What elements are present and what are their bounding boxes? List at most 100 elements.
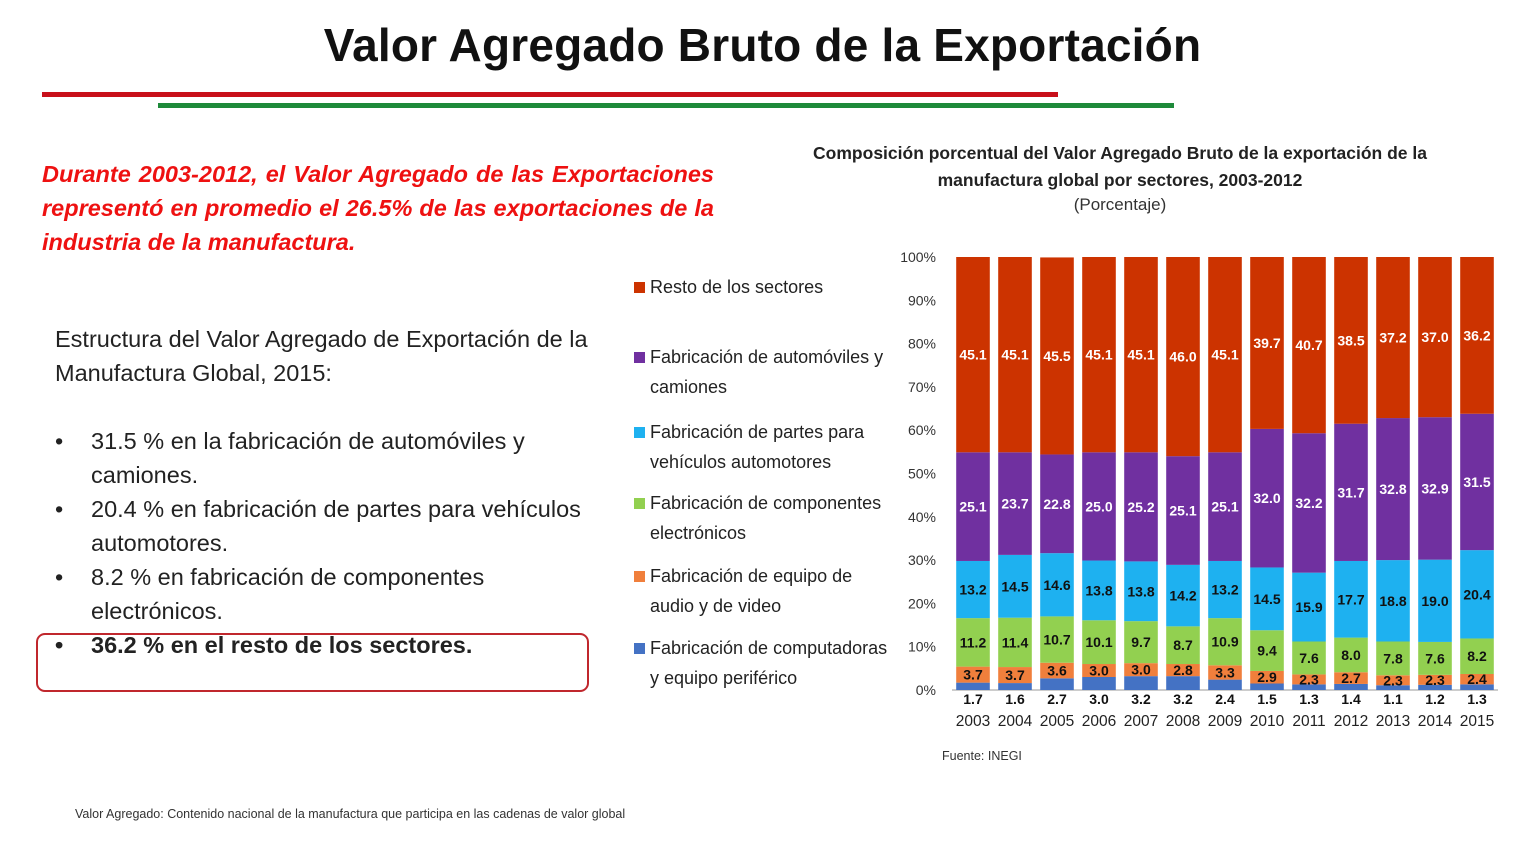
bar-segment	[1376, 257, 1410, 419]
bar-segment	[1082, 560, 1116, 621]
bar-segment	[1082, 620, 1116, 665]
data-label: 23.7	[1001, 496, 1028, 512]
data-label: 25.2	[1127, 499, 1154, 515]
data-label: 32.2	[1295, 495, 1322, 511]
bar-segment	[998, 452, 1032, 555]
data-label: 46.0	[1169, 349, 1196, 365]
y-tick-label: 10%	[908, 639, 936, 655]
data-label: 14.5	[1001, 578, 1028, 594]
data-label: 32.8	[1379, 481, 1406, 497]
legend-label: Fabricación de equipo de audio y de vide…	[650, 566, 853, 616]
bullet-item-partes: • 20.4 % en fabricación de partes para ve…	[55, 492, 595, 560]
footnote: Valor Agregado: Contenido nacional de la…	[75, 807, 626, 821]
data-label: 3.0	[1089, 663, 1109, 679]
data-label: 3.6	[1047, 663, 1067, 679]
bar-segment	[1460, 673, 1494, 685]
bar-segment	[1460, 413, 1494, 551]
bar-segment	[1376, 685, 1410, 690]
data-label: 1.3	[1299, 691, 1319, 707]
data-label: 8.0	[1341, 647, 1361, 663]
data-label: 3.2	[1173, 691, 1193, 707]
data-label: 38.5	[1337, 332, 1364, 348]
y-tick-label: 40%	[908, 509, 936, 525]
data-label: 37.2	[1379, 330, 1406, 346]
bar-segment	[1250, 257, 1284, 429]
bar-segment	[1334, 672, 1368, 684]
legend-label: Fabricación de partes para vehículos aut…	[650, 422, 865, 472]
bar-segment	[1418, 417, 1452, 560]
bar-segment	[1124, 257, 1158, 453]
bar-segment	[1376, 560, 1410, 642]
highlight-box	[36, 633, 589, 692]
bar-segment	[1082, 257, 1116, 453]
data-label: 37.0	[1421, 329, 1448, 345]
bullet-text: 31.5 % en la fabricación de automóviles …	[91, 428, 525, 488]
data-label: 14.2	[1169, 588, 1196, 604]
y-tick-label: 80%	[908, 336, 936, 352]
data-label: 45.5	[1043, 348, 1070, 364]
x-tick-label: 2008	[1166, 713, 1200, 730]
legend-item: Fabricación de componentes electrónicos	[630, 488, 895, 548]
bar-segment	[1208, 560, 1242, 619]
x-tick-label: 2007	[1124, 713, 1158, 730]
bar-segment	[1166, 664, 1200, 677]
bar-segment	[1334, 423, 1368, 561]
data-label: 39.7	[1253, 335, 1280, 351]
bar-segment	[1040, 616, 1074, 663]
bullet-dot: •	[55, 496, 64, 522]
data-label: 25.0	[1085, 498, 1112, 514]
bar-segment	[1292, 257, 1326, 434]
y-tick-label: 20%	[908, 595, 936, 611]
data-label: 7.8	[1383, 650, 1403, 666]
legend-swatch	[634, 643, 645, 654]
bar-segment	[1208, 618, 1242, 666]
data-label: 31.7	[1337, 484, 1364, 500]
structure-heading: Estructura del Valor Agregado de Exporta…	[55, 326, 588, 386]
data-label: 15.9	[1295, 599, 1322, 615]
data-label: 2.7	[1047, 691, 1067, 707]
bar-segment	[1460, 684, 1494, 690]
legend-swatch	[634, 352, 645, 363]
bar-segment	[998, 617, 1032, 668]
x-tick-label: 2003	[956, 713, 990, 730]
title-underline-green	[158, 103, 1174, 108]
data-label: 3.0	[1131, 662, 1151, 678]
data-label: 1.6	[1005, 691, 1025, 707]
y-tick-label: 60%	[908, 422, 936, 438]
data-label: 3.7	[963, 667, 983, 683]
bar-segment	[998, 257, 1032, 453]
bullet-dot: •	[55, 428, 64, 454]
bullet-dot: •	[55, 564, 64, 590]
data-label: 9.7	[1131, 634, 1151, 650]
data-label: 20.4	[1463, 586, 1490, 602]
data-label: 1.2	[1425, 691, 1445, 707]
data-label: 25.1	[959, 499, 986, 515]
x-tick-label: 2012	[1334, 713, 1368, 730]
bar-segment	[1082, 452, 1116, 561]
data-label: 14.6	[1043, 577, 1070, 593]
bar-segment	[1334, 683, 1368, 690]
data-label: 1.7	[963, 691, 983, 707]
bar-segment	[1166, 626, 1200, 665]
data-label: 2.3	[1425, 672, 1445, 688]
y-tick-label: 30%	[908, 552, 936, 568]
bullet-text: 8.2 % en fabricación de componentes elec…	[91, 564, 485, 624]
bar-segment	[956, 452, 990, 561]
legend-label: Resto de los sectores	[650, 277, 824, 297]
legend-item: Resto de los sectores	[630, 272, 895, 302]
data-label: 10.1	[1085, 634, 1112, 650]
bar-segment	[1292, 572, 1326, 642]
data-label: 25.1	[1169, 503, 1196, 519]
data-label: 3.7	[1005, 667, 1025, 683]
data-label: 7.6	[1299, 650, 1319, 666]
x-tick-label: 2015	[1460, 713, 1494, 730]
bar-segment	[1124, 663, 1158, 677]
data-label: 8.2	[1467, 648, 1487, 664]
data-label: 13.8	[1085, 582, 1112, 598]
legend-label: Fabricación de computadoras y equipo per…	[650, 638, 888, 688]
data-label: 17.7	[1337, 591, 1364, 607]
bar-segment	[1292, 641, 1326, 675]
bar-segment	[1040, 454, 1074, 554]
legend-item: Fabricación de partes para vehículos aut…	[630, 417, 895, 477]
